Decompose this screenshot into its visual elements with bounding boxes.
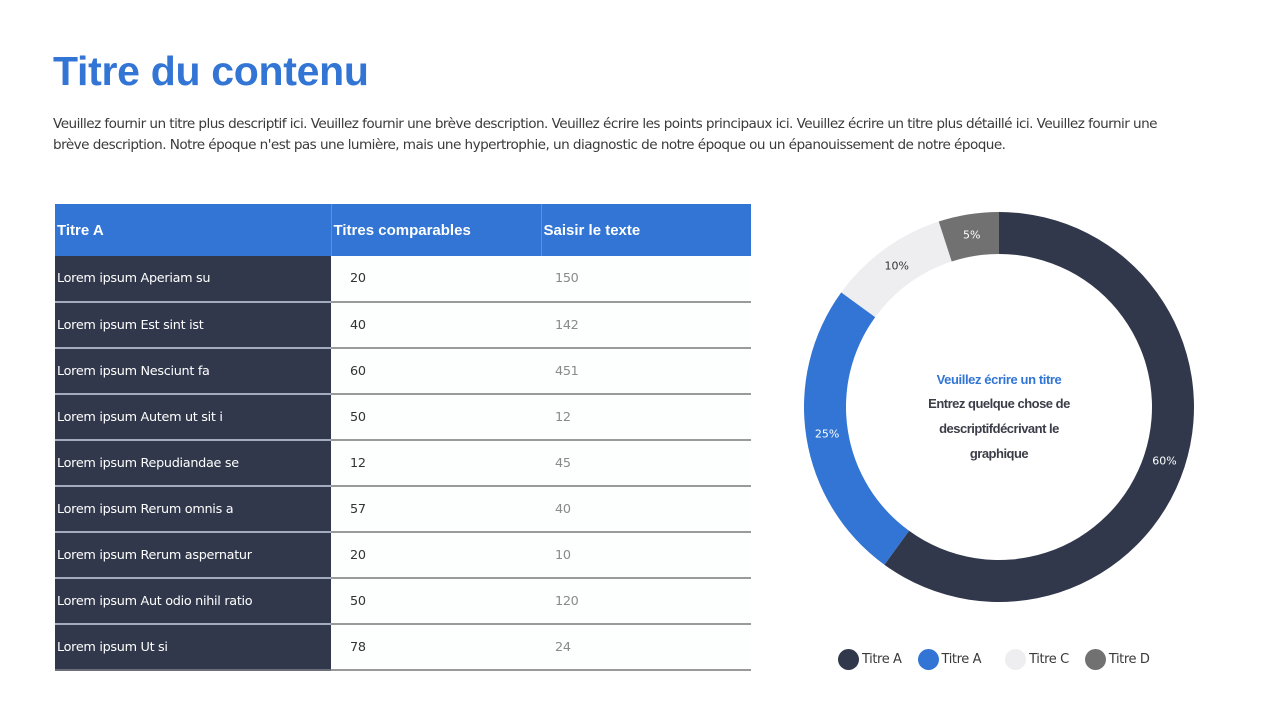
donut-slice (804, 292, 910, 565)
donut-center-line: descriptifdécrivant le (939, 421, 1059, 436)
page-title: Titre du contenu (53, 48, 369, 94)
table-header-row: Titre A Titres comparables Saisir le tex… (55, 204, 751, 256)
text-value-cell: 10 (541, 532, 751, 579)
donut-slice (938, 212, 999, 262)
comparable-value-cell: 57 (331, 486, 541, 533)
slice-percent-label: 10% (884, 259, 909, 273)
row-label-cell: Lorem ipsum Autem ut sit i (55, 394, 331, 441)
text-value-cell: 142 (541, 302, 751, 349)
legend-label: Titre D (1108, 651, 1150, 667)
donut-slice (884, 212, 1194, 602)
legend-swatch-icon (838, 648, 859, 670)
slice-percent-label: 5% (963, 228, 981, 242)
table-row: Lorem ipsum Aut odio nihil ratio 50 120 (55, 578, 751, 625)
text-value-cell: 150 (541, 256, 751, 303)
text-value-cell: 40 (541, 486, 751, 533)
comparable-value-cell: 60 (331, 348, 541, 395)
row-label-cell: Lorem ipsum Repudiandae se (55, 440, 331, 487)
table-row: Lorem ipsum Est sint ist 40 142 (55, 302, 751, 349)
row-label-cell: Lorem ipsum Aut odio nihil ratio (55, 578, 331, 625)
legend-label: Titre C (1029, 651, 1069, 667)
donut-center-line: graphique (969, 446, 1029, 461)
row-label-cell: Lorem ipsum Nesciunt fa (55, 348, 331, 395)
column-header: Titre A (55, 204, 332, 256)
donut-center-line: Entrez quelque chose de (928, 396, 1070, 411)
legend-swatch-icon (1084, 648, 1106, 670)
comparable-value-cell: 78 (331, 624, 541, 671)
table-row: Lorem ipsum Autem ut sit i 50 12 (55, 394, 751, 441)
column-header: Saisir le texte (541, 204, 751, 256)
donut-svg (804, 212, 1194, 602)
legend-label: Titre A (941, 651, 982, 667)
legend-item: Titre D (1084, 648, 1150, 670)
table-row: Lorem ipsum Rerum aspernatur 20 10 (55, 532, 751, 579)
legend-label: Titre A (862, 651, 902, 667)
text-value-cell: 45 (541, 440, 751, 487)
row-label-cell: Lorem ipsum Est sint ist (55, 302, 331, 349)
donut-center-body: Entrez quelque chose de descriptifdécriv… (899, 391, 1099, 466)
slice-percent-label: 25% (814, 427, 840, 441)
comparable-value-cell: 50 (331, 394, 541, 441)
chart-legend: Titre A Titre A Titre C Titre D (838, 648, 1165, 670)
legend-item: Titre A (917, 648, 982, 670)
comparable-value-cell: 20 (331, 532, 541, 579)
donut-center-text: Veuillez écrire un titre Entrez quelque … (899, 370, 1099, 466)
table-row: Lorem ipsum Nesciunt fa 60 451 (55, 348, 751, 395)
comparable-value-cell: 40 (331, 302, 541, 349)
text-value-cell: 451 (541, 348, 751, 395)
text-value-cell: 12 (541, 394, 751, 441)
row-label-cell: Lorem ipsum Ut si (55, 624, 331, 671)
comparable-value-cell: 12 (331, 440, 541, 487)
text-value-cell: 24 (541, 624, 751, 671)
table-row: Lorem ipsum Aperiam su 20 150 (55, 256, 751, 303)
donut-chart (799, 207, 1199, 607)
table-row: Lorem ipsum Rerum omnis a 57 40 (55, 486, 751, 533)
column-header: Titres comparables (331, 204, 542, 256)
comparable-value-cell: 20 (331, 256, 541, 303)
row-label-cell: Lorem ipsum Rerum aspernatur (55, 532, 331, 579)
comparable-value-cell: 50 (331, 578, 541, 625)
donut-slice (841, 221, 952, 318)
legend-swatch-icon (1005, 648, 1027, 670)
legend-swatch-icon (917, 648, 939, 670)
row-label-cell: Lorem ipsum Aperiam su (55, 256, 331, 303)
table-row: Lorem ipsum Ut si 78 24 (55, 624, 751, 671)
legend-item: Titre C (1005, 648, 1069, 670)
legend-item: Titre A (838, 648, 902, 670)
comparison-table: Titre A Titres comparables Saisir le tex… (55, 204, 751, 671)
text-value-cell: 120 (541, 578, 751, 625)
row-label-cell: Lorem ipsum Rerum omnis a (55, 486, 331, 533)
table-row: Lorem ipsum Repudiandae se 12 45 (55, 440, 751, 487)
slice-percent-label: 60% (1152, 454, 1177, 468)
page-description: Veuillez fournir un titre plus descripti… (53, 116, 1158, 153)
donut-center-title: Veuillez écrire un titre (936, 372, 1062, 387)
